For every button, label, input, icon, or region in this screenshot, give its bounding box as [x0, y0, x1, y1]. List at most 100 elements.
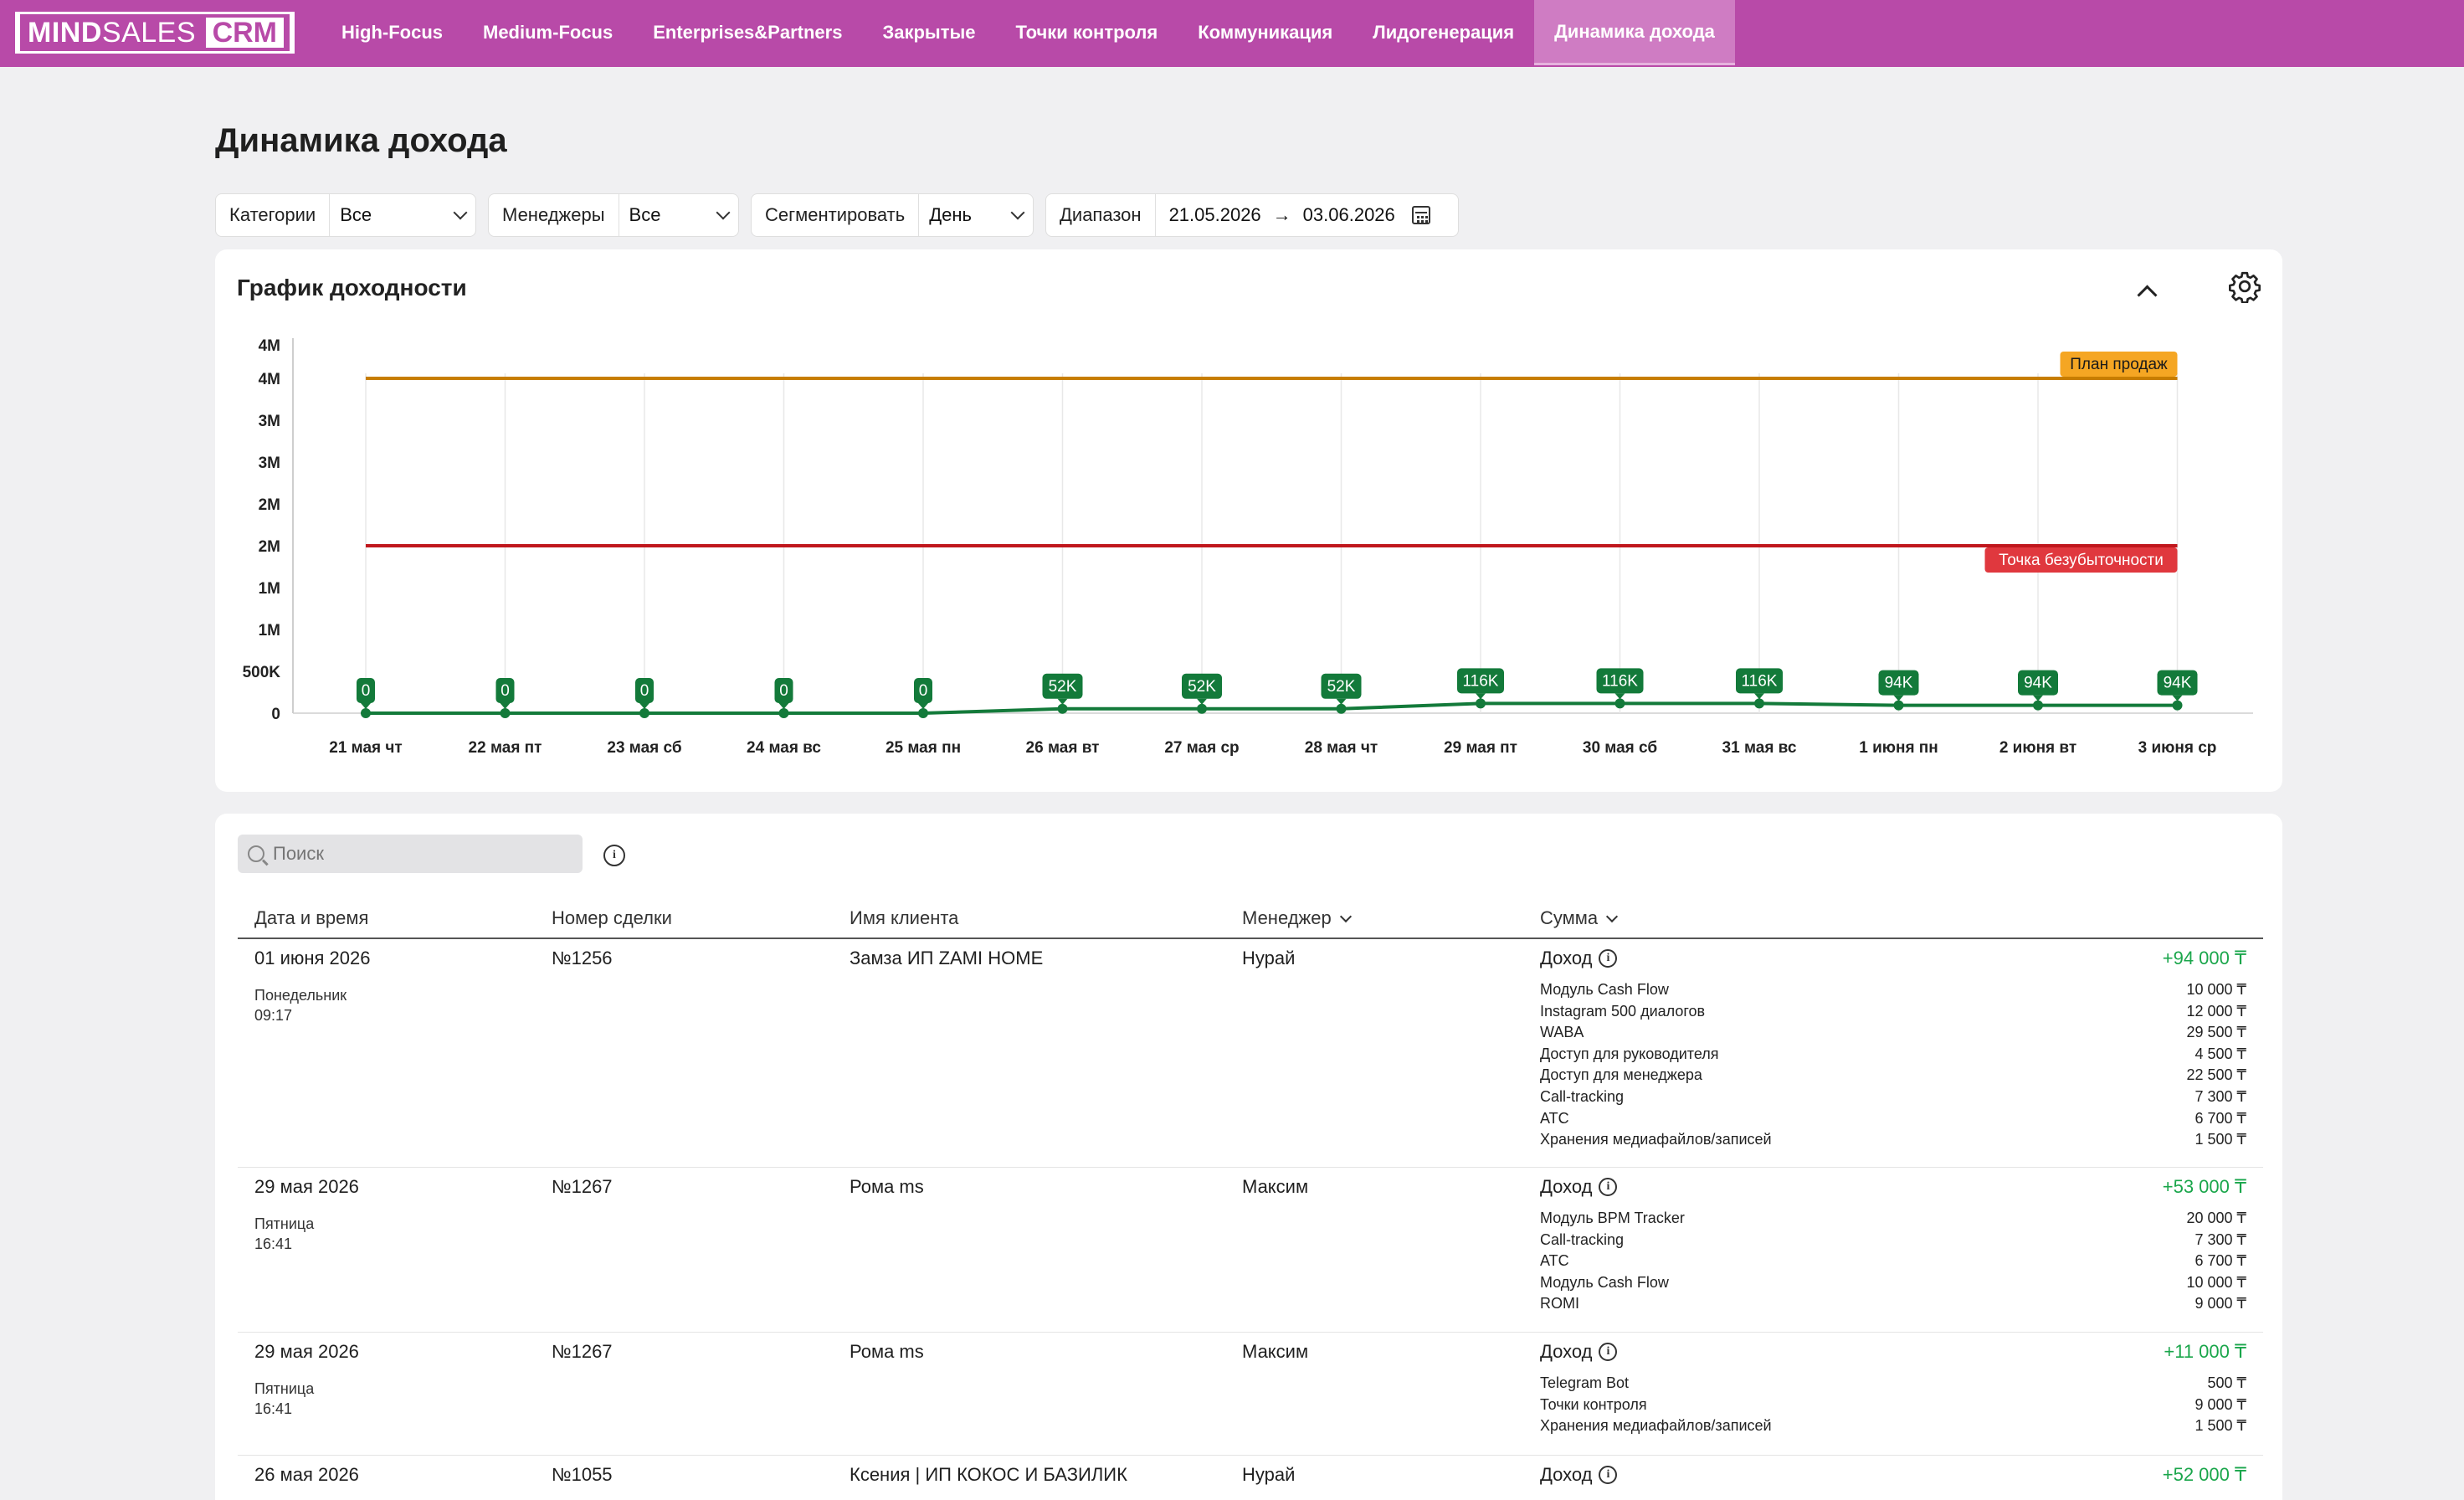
row-manager: Нурай: [1242, 948, 1296, 968]
row-deal-number[interactable]: №1256: [552, 948, 613, 968]
data-point[interactable]: [1893, 700, 1904, 711]
col-client[interactable]: Имя клиента: [850, 907, 959, 928]
line-item-value: 7 300 ₸: [2194, 1230, 2247, 1248]
row-client[interactable]: Рома ms: [850, 1176, 924, 1197]
col-sum-label: Сумма: [1540, 907, 1599, 928]
data-label: 116K: [1463, 672, 1499, 690]
segment-filter[interactable]: Сегментировать День: [751, 193, 1034, 237]
income-label: Доход: [1540, 1341, 1593, 1362]
search-box[interactable]: [238, 835, 583, 873]
categories-label: Категории: [216, 194, 331, 236]
data-label-bg: [774, 678, 793, 703]
y-tick-label: 4M: [259, 337, 280, 355]
chevron-down-icon[interactable]: [1339, 910, 1352, 922]
segment-select[interactable]: День: [919, 194, 1033, 236]
col-manager[interactable]: Менеджер: [1242, 907, 1352, 929]
nav-item-6[interactable]: Лидогенерация: [1373, 22, 1515, 43]
y-tick-label: 2M: [259, 538, 280, 556]
data-point[interactable]: [1197, 703, 1207, 714]
row-income: Доход i: [1540, 1464, 1618, 1486]
line-item-name: WABA: [1540, 1024, 1584, 1041]
data-label-pointer: [1336, 698, 1347, 705]
data-point[interactable]: [1754, 698, 1764, 709]
col-deal[interactable]: Номер сделки: [552, 907, 672, 928]
data-label-pointer: [639, 703, 649, 709]
info-icon[interactable]: i: [1599, 1466, 1618, 1484]
info-icon[interactable]: i: [1599, 949, 1618, 968]
row-time: 16:41: [254, 1235, 293, 1252]
col-manager-label: Менеджер: [1242, 907, 1332, 928]
data-point[interactable]: [778, 708, 789, 718]
col-datetime[interactable]: Дата и время: [254, 907, 369, 928]
range-from[interactable]: 21.05.2026: [1168, 204, 1261, 225]
data-label-pointer: [500, 703, 511, 709]
row-deal-number[interactable]: №1055: [552, 1464, 613, 1485]
info-icon[interactable]: i: [1599, 1178, 1618, 1196]
search-input[interactable]: [273, 843, 574, 865]
data-point[interactable]: [1614, 698, 1625, 709]
data-point[interactable]: [361, 708, 371, 718]
row-deal-number[interactable]: №1267: [552, 1341, 613, 1362]
data-point[interactable]: [918, 708, 928, 718]
row-total: +94 000 ₸: [2162, 948, 2246, 968]
data-label-pointer: [1614, 693, 1625, 700]
nav-item-0[interactable]: High-Focus: [341, 22, 443, 43]
data-point[interactable]: [2172, 700, 2183, 711]
gear-icon[interactable]: [2228, 270, 2261, 303]
data-point[interactable]: [639, 708, 649, 718]
table-row[interactable]: 29 мая 2026 Пятница 16:41 №1267 Рома ms Макси…: [238, 1333, 2263, 1456]
data-point[interactable]: [1336, 703, 1347, 714]
data-point[interactable]: [1476, 698, 1486, 709]
x-tick-label: 29 мая пт: [1444, 739, 1517, 757]
logo[interactable]: MINDSALES CRM: [15, 12, 295, 54]
categories-select[interactable]: Все: [330, 194, 475, 236]
data-label-pointer: [918, 703, 928, 709]
y-tick-label: 3M: [259, 455, 280, 472]
nav-item-5[interactable]: Коммуникация: [1198, 22, 1333, 43]
line-item-name: Call-tracking: [1540, 1088, 1625, 1105]
data-label: 0: [640, 682, 649, 700]
range-picker[interactable]: 21.05.2026 → 03.06.2026: [1156, 194, 1440, 236]
line-item-value: 4 500 ₸: [2194, 1045, 2247, 1062]
row-client[interactable]: Замза ИП ZAMI HOME: [850, 948, 1044, 968]
chevron-down-icon: [453, 205, 468, 220]
range-to[interactable]: 03.06.2026: [1302, 204, 1395, 225]
data-label: 52K: [1188, 678, 1216, 696]
data-point[interactable]: [2033, 700, 2043, 711]
col-sum[interactable]: Сумма: [1540, 907, 1619, 929]
data-label-bg: [1878, 670, 1919, 696]
categories-filter[interactable]: Категории Все: [215, 193, 476, 237]
managers-filter[interactable]: Менеджеры Все: [488, 193, 739, 237]
y-tick-label: 500K: [243, 664, 281, 681]
calendar-icon[interactable]: [1411, 206, 1430, 224]
nav-item-3[interactable]: Закрытые: [882, 22, 976, 43]
line-item-name: Модуль Cash Flow: [1540, 1273, 1669, 1291]
chevron-down-icon[interactable]: [1606, 910, 1619, 922]
table-row[interactable]: 01 июня 2026 Понедельник 09:17 №1256 Замза И…: [238, 939, 2263, 1168]
table-row[interactable]: 29 мая 2026 Пятница 16:41 №1267 Рома ms Макси…: [238, 1168, 2263, 1333]
line-item-name: Хранения медиафайлов/записей: [1540, 1417, 1772, 1435]
row-client[interactable]: Ксения | ИП КОКОС И БАЗИЛИК: [850, 1464, 1127, 1485]
info-icon[interactable]: i: [1599, 1343, 1618, 1361]
row-client[interactable]: Рома ms: [850, 1341, 924, 1362]
row-income: Доход i: [1540, 948, 1618, 969]
revenue-chart-card: График доходности 0 500K 1M 1M 2M 2M 3M 3M 4M 4M 2…: [215, 249, 2282, 792]
line-item-name: Call-tracking: [1540, 1230, 1625, 1248]
data-point[interactable]: [1057, 703, 1068, 714]
data-point[interactable]: [500, 708, 511, 718]
nav-item-7[interactable]: Динамика дохода: [1534, 0, 1735, 65]
managers-select[interactable]: Все: [619, 194, 738, 236]
x-tick-label: 30 мая сб: [1583, 739, 1657, 757]
range-filter[interactable]: Диапазон 21.05.2026 → 03.06.2026: [1045, 193, 1459, 237]
nav-item-1[interactable]: Medium-Focus: [483, 22, 613, 43]
line-item-value: 10 000 ₸: [2186, 1273, 2246, 1291]
data-label: 94K: [2164, 675, 2192, 692]
nav-item-2[interactable]: Enterprises&Partners: [653, 22, 843, 43]
nav-item-4[interactable]: Точки контроля: [1015, 22, 1158, 43]
row-deal-number[interactable]: №1267: [552, 1176, 613, 1197]
table-row[interactable]: 26 мая 2026 №1055 Ксения | ИП КОКОС И БАЗИ…: [238, 1456, 2263, 1500]
x-tick-label: 28 мая чт: [1305, 739, 1378, 757]
line-item-value: 1 500 ₸: [2194, 1417, 2247, 1435]
data-label-pointer: [361, 703, 371, 709]
info-icon[interactable]: i: [603, 845, 625, 866]
